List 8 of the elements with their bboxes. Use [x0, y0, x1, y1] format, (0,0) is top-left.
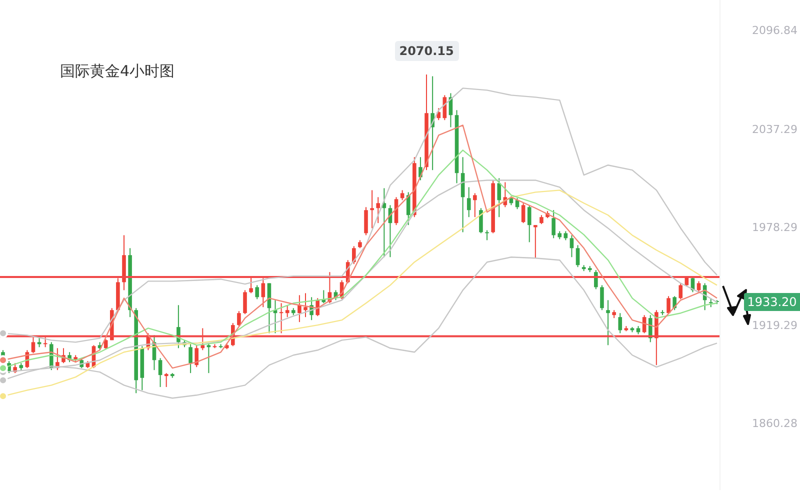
text: 1933.20: [744, 292, 800, 311]
y-tick-label: 1978.29: [752, 220, 798, 234]
y-tick-label: 1860.28: [752, 417, 798, 430]
y-tick-label: 2096.84: [752, 24, 798, 38]
text: 国际黄金4小时图: [60, 62, 175, 81]
y-tick-label: 2037.29: [752, 122, 798, 136]
y-tick-label: 1919.29: [752, 318, 798, 332]
annotation: 2070.15: [394, 41, 459, 62]
